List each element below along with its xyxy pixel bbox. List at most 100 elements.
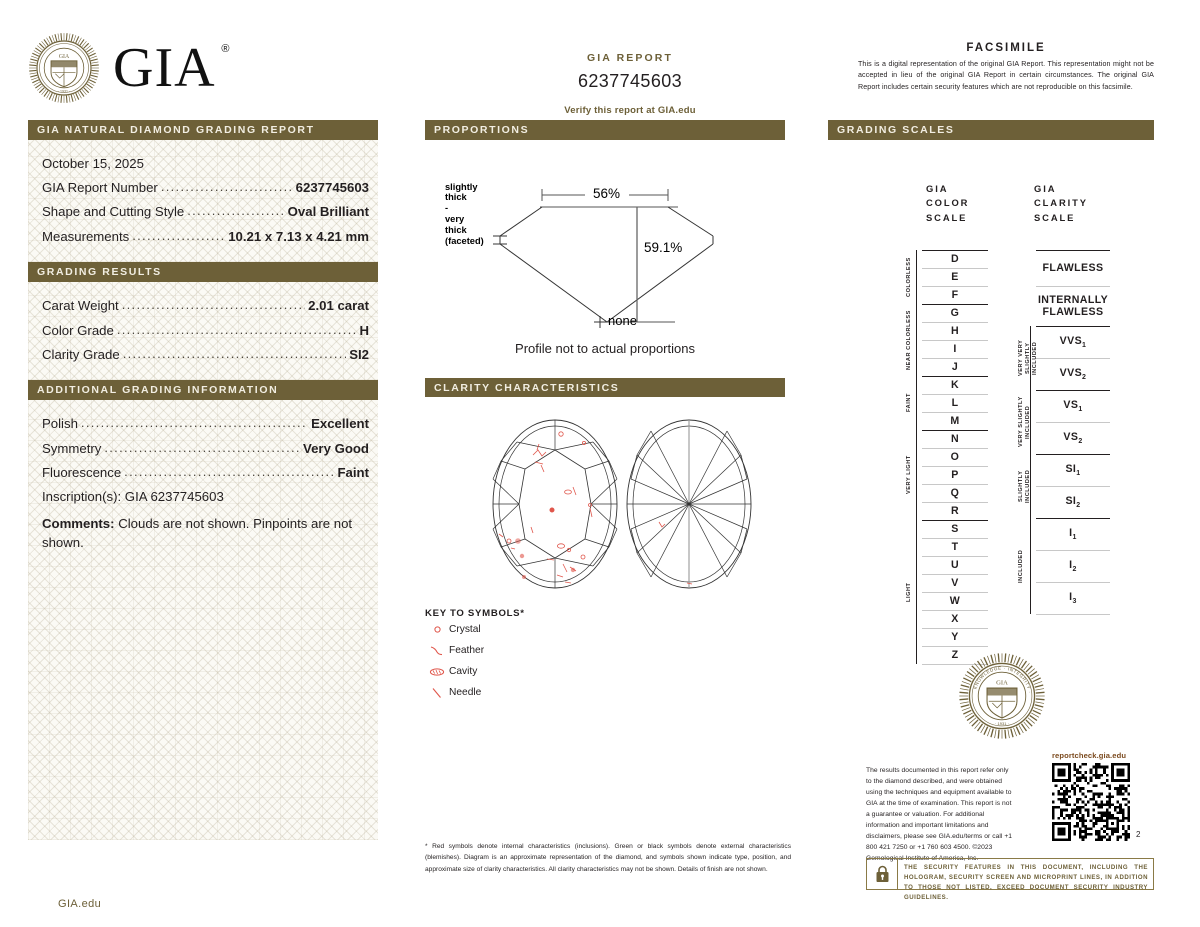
clarity-grade-label: FLAWLESS bbox=[1042, 306, 1104, 318]
clarity-grade-label: VVS1 bbox=[1059, 334, 1087, 350]
clarity-group-label: SLIGHTLY INCLUDED bbox=[1018, 468, 1031, 503]
additional-info-value: Very Good bbox=[303, 440, 369, 456]
key-symbol-item: Feather bbox=[425, 640, 785, 661]
report-info-label: Shape and Cutting Style bbox=[42, 204, 185, 220]
registered-mark: ® bbox=[221, 43, 231, 55]
clarity-grade-cell: I1 bbox=[1036, 519, 1110, 551]
additional-info-row: Polish..................................… bbox=[42, 412, 369, 436]
needle-icon bbox=[425, 687, 449, 699]
dot-leader: ........................................… bbox=[122, 346, 347, 360]
section-header-proportions: PROPORTIONS bbox=[425, 120, 785, 140]
color-group-label: LIGHT bbox=[906, 581, 912, 602]
color-grade-cell: Z bbox=[922, 647, 988, 665]
color-grade-cell: K bbox=[922, 377, 988, 395]
color-group-rule bbox=[916, 429, 918, 520]
key-symbol-label: Feather bbox=[449, 645, 485, 656]
color-grade-cell: R bbox=[922, 503, 988, 521]
feather-icon bbox=[425, 645, 449, 657]
clarity-grade-cell: VS1 bbox=[1036, 391, 1110, 423]
footer-gia-link[interactable]: GIA.edu bbox=[58, 898, 102, 910]
additional-info-row: Fluorescence............................… bbox=[42, 460, 369, 484]
section-header-additional-info: ADDITIONAL GRADING INFORMATION bbox=[28, 380, 378, 400]
clarity-grade-cell: I2 bbox=[1036, 551, 1110, 583]
color-grade-cell: T bbox=[922, 539, 988, 557]
color-scale-heading-l3: SCALE bbox=[926, 211, 968, 223]
dot-leader: ........................................… bbox=[160, 180, 293, 194]
dot-leader: ........................................… bbox=[132, 228, 226, 242]
key-symbol-list: Crystal Feather Cavity Needle bbox=[425, 619, 785, 703]
clarity-grade-label: I1 bbox=[1069, 526, 1077, 542]
grading-result-value: H bbox=[359, 322, 369, 338]
middle-column: PROPORTIONS slightly thick - very thick (face… bbox=[425, 120, 785, 703]
color-group-label: NEAR COLORLESS bbox=[906, 309, 912, 370]
report-date: October 15, 2025 bbox=[42, 156, 144, 171]
grading-result-label: Color Grade bbox=[42, 322, 114, 338]
facsimile-title: FACSIMILE bbox=[966, 42, 1046, 54]
clarity-group-rule bbox=[1030, 517, 1032, 614]
color-group-rule bbox=[916, 375, 918, 430]
clarity-grade-cell: FLAWLESS bbox=[1036, 251, 1110, 287]
color-scale-heading-l1: GIA bbox=[926, 182, 949, 194]
seal-footer-year-text: · 1931 · bbox=[995, 721, 1009, 726]
facsimile-text: This is a digital representation of the … bbox=[858, 60, 1154, 91]
reportcheck-link[interactable]: reportcheck.gia.edu bbox=[1052, 751, 1127, 760]
additional-info-panel: Polish..................................… bbox=[28, 399, 378, 840]
clarity-grade-cell: SI2 bbox=[1036, 487, 1110, 519]
color-grade-cell: P bbox=[922, 467, 988, 485]
gia-wordmark: GIA ® bbox=[113, 40, 230, 96]
girdle-label: slightly thick - very thick (faceted) bbox=[445, 182, 484, 248]
grading-results-rows: Carat Weight............................… bbox=[42, 294, 369, 367]
color-group-label: COLORLESS bbox=[906, 256, 912, 297]
qr-code-icon[interactable] bbox=[1052, 763, 1130, 841]
dot-leader: ........................................… bbox=[124, 464, 335, 478]
report-info-row: Measurements............................… bbox=[42, 224, 369, 248]
key-to-symbols: KEY TO SYMBOLS* Crystal Feather Cavity Need… bbox=[425, 608, 785, 703]
additional-info-label: Polish bbox=[42, 416, 78, 432]
clarity-grade-label: INTERNALLY bbox=[1037, 293, 1109, 306]
color-grade-cell: J bbox=[922, 359, 988, 377]
color-grade-cell: I bbox=[922, 341, 988, 359]
clarity-grade-label: FLAWLESS bbox=[1042, 262, 1104, 274]
grading-result-label: Clarity Grade bbox=[42, 346, 120, 362]
dot-leader: ........................................… bbox=[104, 440, 300, 454]
color-scale-heading-l2: COLOR bbox=[926, 197, 970, 209]
section-header-clarity: CLARITY CHARACTERISTICS bbox=[425, 377, 785, 397]
dot-leader: ........................................… bbox=[187, 204, 285, 218]
clarity-block: CLARITY CHARACTERISTICS bbox=[425, 377, 785, 704]
grading-result-row: Clarity Grade...........................… bbox=[42, 342, 369, 366]
clarity-scale-heading-l3: SCALE bbox=[1034, 211, 1076, 223]
clarity-grade-label: VS2 bbox=[1063, 430, 1083, 446]
additional-info-value: Excellent bbox=[311, 416, 369, 432]
color-grade-cell: Q bbox=[922, 485, 988, 503]
table-percent-label: 56% bbox=[593, 185, 621, 201]
key-symbol-item: Needle bbox=[425, 682, 785, 703]
clarity-grade-cell: VVS2 bbox=[1036, 359, 1110, 391]
depth-percent-label: 59.1% bbox=[644, 239, 683, 255]
color-grade-cell: G bbox=[922, 305, 988, 323]
color-group-rule bbox=[916, 249, 918, 304]
clarity-grade-label: SI1 bbox=[1065, 462, 1081, 478]
clarity-group-rule bbox=[1030, 325, 1032, 390]
comments-label: Comments: bbox=[42, 515, 115, 531]
seal-year-text: · 1931 · bbox=[58, 89, 70, 93]
grading-result-label: Carat Weight bbox=[42, 298, 119, 314]
grading-result-value: SI2 bbox=[349, 346, 369, 362]
color-group-label: FAINT bbox=[906, 393, 912, 412]
legal-text: The results documented in this report re… bbox=[866, 767, 1013, 863]
clarity-scale-heading: GIA CLARITY SCALE bbox=[1034, 182, 1088, 226]
grading-result-row: Color Grade.............................… bbox=[42, 318, 369, 342]
key-symbol-item: Crystal bbox=[425, 619, 785, 640]
clarity-group-label: INCLUDED bbox=[1018, 548, 1024, 583]
clarity-grade-label: SI2 bbox=[1065, 494, 1081, 510]
cavity-icon bbox=[425, 667, 449, 677]
key-symbol-label: Cavity bbox=[449, 666, 478, 677]
additional-info-row: Symmetry................................… bbox=[42, 436, 369, 460]
color-group-rule bbox=[916, 519, 918, 664]
clarity-grade-label: I2 bbox=[1069, 558, 1077, 574]
color-grade-cell: D bbox=[922, 251, 988, 269]
key-to-symbols-title: KEY TO SYMBOLS* bbox=[425, 608, 525, 619]
verify-link[interactable]: Verify this report at GIA.edu bbox=[564, 105, 696, 116]
report-header: GIA REPORT 6237745603 Verify this report… bbox=[500, 52, 760, 116]
color-grade-cell: O bbox=[922, 449, 988, 467]
grading-result-row: Carat Weight............................… bbox=[42, 294, 369, 318]
